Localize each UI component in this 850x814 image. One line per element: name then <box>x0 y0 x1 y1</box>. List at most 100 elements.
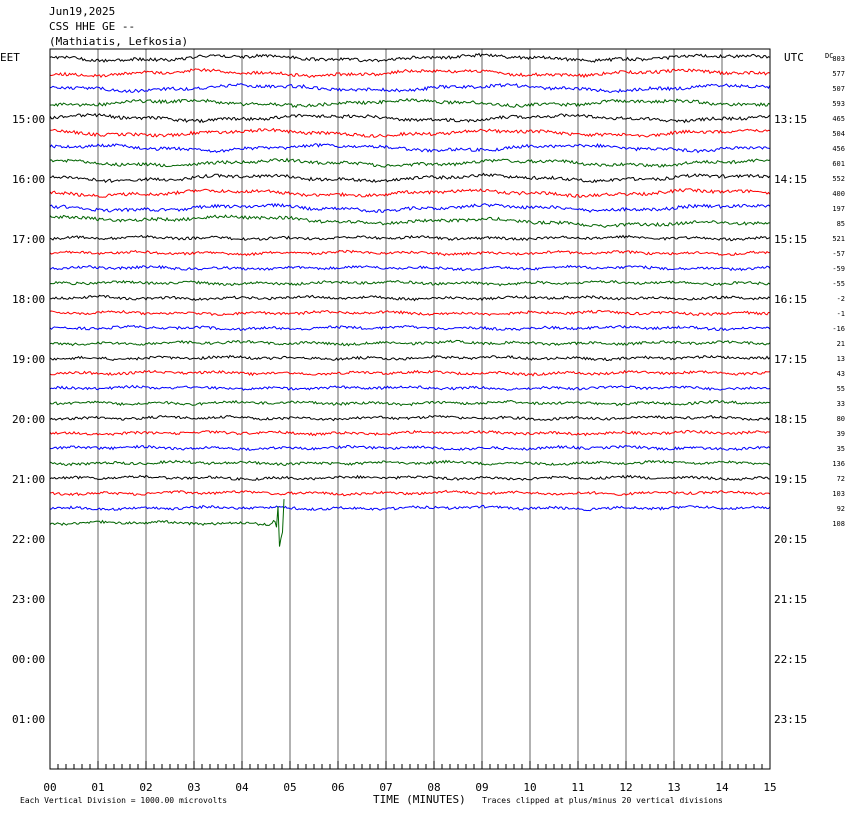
footer-scale-note: Each Vertical Division = 1000.00 microvo… <box>20 796 227 805</box>
right-timezone-label: UTC <box>784 51 804 64</box>
x-tick-label: 13 <box>667 781 680 794</box>
dc-offset-label: 39 <box>837 430 845 438</box>
dc-offset-label: 593 <box>832 100 845 108</box>
seismic-trace <box>49 264 771 272</box>
dc-offset-label: 72 <box>837 475 845 483</box>
row-label-right: 16:15 <box>774 293 807 306</box>
dc-offset-label: 400 <box>832 190 845 198</box>
dc-offset-label: 43 <box>837 370 845 378</box>
dc-offset-label: 465 <box>832 115 845 123</box>
row-label-left: 21:00 <box>12 473 45 486</box>
dc-offset-label: -2 <box>837 295 845 303</box>
dc-offset-label: -1 <box>837 310 845 318</box>
x-axis-title: TIME (MINUTES) <box>373 793 466 806</box>
dc-offset-label: 456 <box>832 145 845 153</box>
x-tick-label: 01 <box>91 781 104 794</box>
dc-offset-label: 85 <box>837 220 845 228</box>
seismic-trace <box>49 234 771 242</box>
row-label-left: 20:00 <box>12 413 45 426</box>
row-label-left: 23:00 <box>12 593 45 606</box>
seismic-trace <box>49 188 771 198</box>
dc-offset-label: 803 <box>832 55 845 63</box>
seismic-trace <box>49 294 771 302</box>
dc-offset-label: -55 <box>832 280 845 288</box>
x-tick-label: 11 <box>571 781 584 794</box>
seismic-trace <box>49 459 771 467</box>
seismic-trace <box>49 324 771 332</box>
dc-offset-label: 521 <box>832 235 845 243</box>
seismic-trace <box>49 429 770 437</box>
dc-offset-label: 577 <box>832 70 845 78</box>
x-tick-label: 14 <box>715 781 729 794</box>
dc-offset-label: 55 <box>837 385 845 393</box>
traces-group <box>49 52 771 547</box>
dc-offset-label: 108 <box>832 520 845 528</box>
seismic-trace <box>49 489 771 497</box>
footer-clip-note: Traces clipped at plus/minus 20 vertical… <box>482 796 723 805</box>
dc-offset-label: 504 <box>832 130 845 138</box>
row-label-left: 16:00 <box>12 173 45 186</box>
x-tick-label: 02 <box>139 781 152 794</box>
seismic-trace <box>49 504 771 512</box>
dc-offset-label: 35 <box>837 445 845 453</box>
labels-group: 00 01 02 03 04 05 06 07 08 09 10 11 12 13 14 15 15:00 16:… <box>12 55 845 794</box>
seismic-trace <box>49 384 771 392</box>
row-label-left: 22:00 <box>12 533 45 546</box>
row-label-right: 13:15 <box>774 113 807 126</box>
dc-offset-label: 507 <box>832 85 845 93</box>
row-label-right: 19:15 <box>774 473 807 486</box>
seismic-trace <box>49 52 771 63</box>
row-label-right: 21:15 <box>774 593 807 606</box>
seismic-trace <box>49 415 771 422</box>
row-label-left: 15:00 <box>12 113 45 126</box>
seismic-trace <box>49 97 771 109</box>
seismic-trace <box>49 354 771 362</box>
row-label-right: 18:15 <box>774 413 807 426</box>
x-tick-label: 06 <box>331 781 344 794</box>
seismic-trace <box>49 339 771 347</box>
seismic-trace <box>49 172 771 184</box>
dc-offset-label: 197 <box>832 205 845 213</box>
row-label-left: 18:00 <box>12 293 45 306</box>
seismic-trace <box>49 279 771 287</box>
seismic-trace <box>49 142 771 154</box>
seismic-trace <box>49 83 771 94</box>
row-label-left: 00:00 <box>12 653 45 666</box>
seismic-trace <box>49 474 771 481</box>
seismic-trace <box>49 309 771 317</box>
dc-offset-label: 13 <box>837 355 845 363</box>
row-label-left: 19:00 <box>12 353 45 366</box>
row-label-left: 17:00 <box>12 233 45 246</box>
dc-offset-label: 103 <box>832 490 845 498</box>
seismic-trace <box>49 499 285 547</box>
x-tick-label: 07 <box>379 781 392 794</box>
plot-frame <box>49 48 771 770</box>
dc-offset-label: -57 <box>832 250 845 258</box>
x-tick-label: 15 <box>763 781 776 794</box>
dc-offset-label: 21 <box>837 340 845 348</box>
dc-offset-label: 92 <box>837 505 845 513</box>
seismic-trace <box>49 249 770 257</box>
row-label-right: 22:15 <box>774 653 807 666</box>
seismic-trace <box>49 112 771 124</box>
x-tick-label: 04 <box>235 781 249 794</box>
x-tick-label: 09 <box>475 781 488 794</box>
x-tick-label: 10 <box>523 781 536 794</box>
row-label-right: 20:15 <box>774 533 807 546</box>
left-timezone-label: EET <box>0 51 20 64</box>
header-date: Jun19,2025 <box>49 5 116 18</box>
dc-offset-label: 601 <box>832 160 845 168</box>
dc-offset-label: 136 <box>832 460 845 468</box>
x-tick-label: 08 <box>427 781 440 794</box>
x-tick-label: 03 <box>187 781 200 794</box>
row-label-right: 23:15 <box>774 713 807 726</box>
row-label-right: 14:15 <box>774 173 807 186</box>
seismic-trace <box>49 157 771 168</box>
dc-offset-label: -16 <box>832 325 845 333</box>
row-label-right: 17:15 <box>774 353 807 366</box>
row-label-right: 15:15 <box>774 233 807 246</box>
plot-grid <box>49 49 771 769</box>
dc-header-label: DC <box>825 52 833 60</box>
row-label-left: 01:00 <box>12 713 45 726</box>
